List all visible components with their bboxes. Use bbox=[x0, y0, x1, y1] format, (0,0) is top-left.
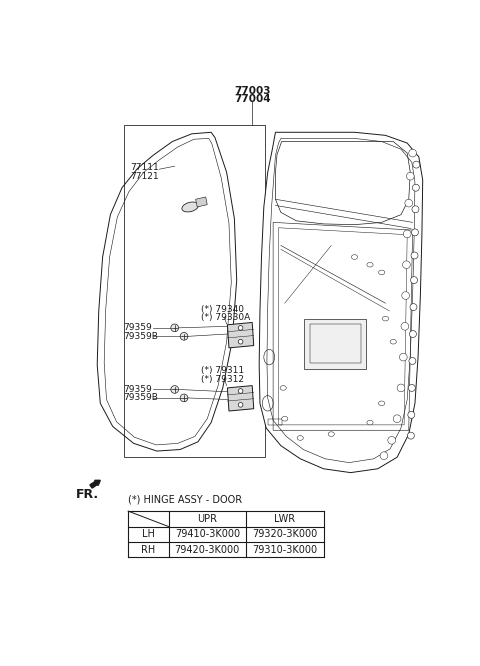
Circle shape bbox=[413, 161, 420, 168]
Text: LH: LH bbox=[142, 529, 155, 539]
Circle shape bbox=[408, 412, 415, 418]
Circle shape bbox=[380, 452, 388, 460]
Text: FR.: FR. bbox=[75, 488, 98, 501]
Circle shape bbox=[238, 326, 243, 330]
PathPatch shape bbox=[228, 386, 254, 411]
Circle shape bbox=[409, 330, 417, 338]
Circle shape bbox=[409, 149, 417, 157]
Text: 77004: 77004 bbox=[234, 94, 271, 104]
Text: (*) 79330A: (*) 79330A bbox=[201, 313, 250, 322]
Text: (*) 79311: (*) 79311 bbox=[201, 366, 244, 376]
FancyArrow shape bbox=[90, 480, 100, 488]
Text: UPR: UPR bbox=[197, 514, 217, 524]
Circle shape bbox=[410, 276, 418, 284]
Circle shape bbox=[238, 389, 243, 394]
Circle shape bbox=[171, 386, 179, 394]
Text: 79420-3K000: 79420-3K000 bbox=[175, 545, 240, 555]
Circle shape bbox=[408, 384, 415, 392]
Bar bbox=[304, 318, 366, 369]
Circle shape bbox=[405, 199, 413, 207]
Ellipse shape bbox=[282, 416, 288, 421]
Circle shape bbox=[401, 322, 409, 330]
Text: 79310-3K000: 79310-3K000 bbox=[252, 545, 317, 555]
Ellipse shape bbox=[182, 202, 199, 212]
Bar bbox=[310, 324, 360, 363]
Circle shape bbox=[180, 332, 188, 340]
Circle shape bbox=[409, 358, 416, 364]
PathPatch shape bbox=[228, 322, 254, 348]
Bar bbox=[123, 125, 264, 458]
Text: 77003: 77003 bbox=[234, 86, 270, 96]
Ellipse shape bbox=[383, 316, 389, 321]
Ellipse shape bbox=[367, 420, 373, 425]
Circle shape bbox=[399, 353, 407, 361]
Ellipse shape bbox=[390, 340, 396, 344]
PathPatch shape bbox=[97, 133, 237, 451]
Text: (*) 79340: (*) 79340 bbox=[201, 305, 244, 314]
Ellipse shape bbox=[379, 401, 385, 406]
Text: 79359: 79359 bbox=[123, 385, 152, 394]
Circle shape bbox=[403, 230, 411, 238]
Circle shape bbox=[393, 415, 401, 422]
Ellipse shape bbox=[328, 432, 335, 436]
Text: 79320-3K000: 79320-3K000 bbox=[252, 529, 317, 539]
Circle shape bbox=[407, 172, 414, 180]
Circle shape bbox=[412, 206, 419, 212]
PathPatch shape bbox=[259, 133, 423, 473]
Circle shape bbox=[180, 394, 188, 402]
Text: 77111: 77111 bbox=[130, 163, 158, 172]
Circle shape bbox=[412, 184, 420, 191]
Text: 79359: 79359 bbox=[123, 324, 152, 332]
Ellipse shape bbox=[367, 262, 373, 267]
Text: LWR: LWR bbox=[274, 514, 295, 524]
PathPatch shape bbox=[196, 197, 207, 207]
Circle shape bbox=[402, 292, 409, 300]
Text: RH: RH bbox=[141, 545, 156, 555]
Text: 77121: 77121 bbox=[130, 172, 158, 180]
Circle shape bbox=[171, 324, 179, 332]
Text: 79410-3K000: 79410-3K000 bbox=[175, 529, 240, 539]
Circle shape bbox=[238, 402, 243, 407]
Bar bbox=[268, 419, 282, 425]
Circle shape bbox=[410, 304, 417, 310]
Text: 79359B: 79359B bbox=[123, 332, 158, 341]
Text: (*) HINGE ASSY - DOOR: (*) HINGE ASSY - DOOR bbox=[128, 495, 242, 505]
Ellipse shape bbox=[379, 270, 385, 275]
Circle shape bbox=[397, 384, 405, 392]
Circle shape bbox=[388, 436, 396, 444]
Circle shape bbox=[411, 229, 419, 236]
Circle shape bbox=[238, 340, 243, 344]
Ellipse shape bbox=[351, 254, 358, 259]
Circle shape bbox=[408, 432, 414, 439]
Ellipse shape bbox=[297, 436, 303, 440]
Circle shape bbox=[411, 252, 418, 259]
Text: (*) 79312: (*) 79312 bbox=[201, 375, 244, 384]
Circle shape bbox=[403, 261, 410, 268]
Text: 79359B: 79359B bbox=[123, 394, 158, 402]
Ellipse shape bbox=[280, 386, 286, 390]
